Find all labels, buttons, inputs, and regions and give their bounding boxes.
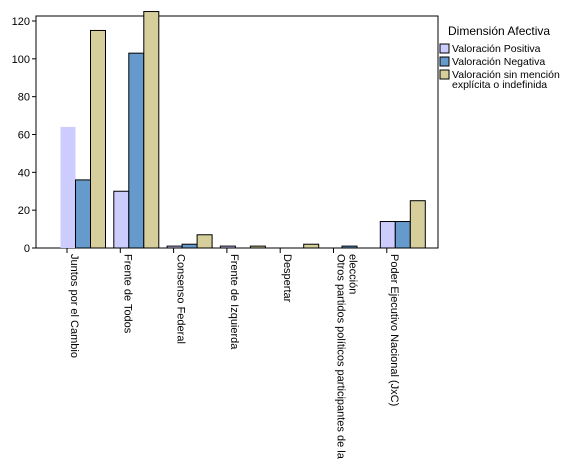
bar-positiva (219, 245, 236, 249)
bar-negativa (341, 245, 358, 249)
legend-swatch (439, 56, 450, 67)
legend-swatch (439, 69, 450, 80)
y-tick-label: 60 (18, 130, 30, 142)
x-tick-label: Juntos por el Cambio (68, 254, 80, 358)
y-tick-label: 0 (24, 243, 30, 255)
legend-swatch (439, 43, 450, 54)
bar-positiva (113, 190, 130, 249)
bar-negativa (75, 179, 91, 249)
x-tick-label: elección (347, 254, 359, 294)
y-tick-label: 20 (18, 205, 30, 217)
y-tick-label: 100 (12, 54, 30, 66)
bar-sin-mencion (249, 245, 266, 249)
bar-sin-mencion (409, 200, 426, 249)
legend-label: Valoración Positiva (452, 43, 541, 55)
bar-sin-mencion (303, 243, 320, 249)
legend-label: Valoración sin mención (452, 69, 560, 81)
legend-label: Valoración Negativa (452, 56, 545, 68)
x-tick-label: Poder Ejecutivo Nacional (JxC) (388, 254, 400, 406)
y-tick-label: 80 (18, 92, 30, 104)
x-axis: Juntos por el Cambio Frente de Todos Conse… (66, 248, 400, 460)
legend-title: Dimensión Afectiva (448, 24, 550, 38)
x-tick-label: Frente de Todos (121, 254, 133, 334)
x-tick-label: Consenso Federal (175, 254, 187, 344)
x-tick-label: Despertar (281, 254, 293, 303)
y-tick-label: 40 (18, 167, 30, 179)
bars-group (60, 11, 426, 249)
bar-sin-mencion (143, 11, 160, 249)
bar-sin-mencion (90, 29, 106, 249)
x-tick-label: Frente de Izquierda (228, 254, 240, 350)
y-tick-label: 120 (12, 16, 30, 28)
bar-positiva (166, 245, 183, 249)
bar-negativa (181, 243, 198, 249)
bar-negativa (394, 221, 411, 249)
y-axis: 0 20 40 60 80 100 120 (12, 16, 36, 255)
legend-label: explícita o indefinida (452, 79, 547, 91)
bar-positiva (379, 221, 396, 249)
bar-sin-mencion (196, 234, 213, 249)
bar-negativa (128, 52, 145, 249)
x-tick-label: Otros partidos políticos participantes d… (335, 254, 347, 460)
bar-positiva (60, 126, 76, 248)
